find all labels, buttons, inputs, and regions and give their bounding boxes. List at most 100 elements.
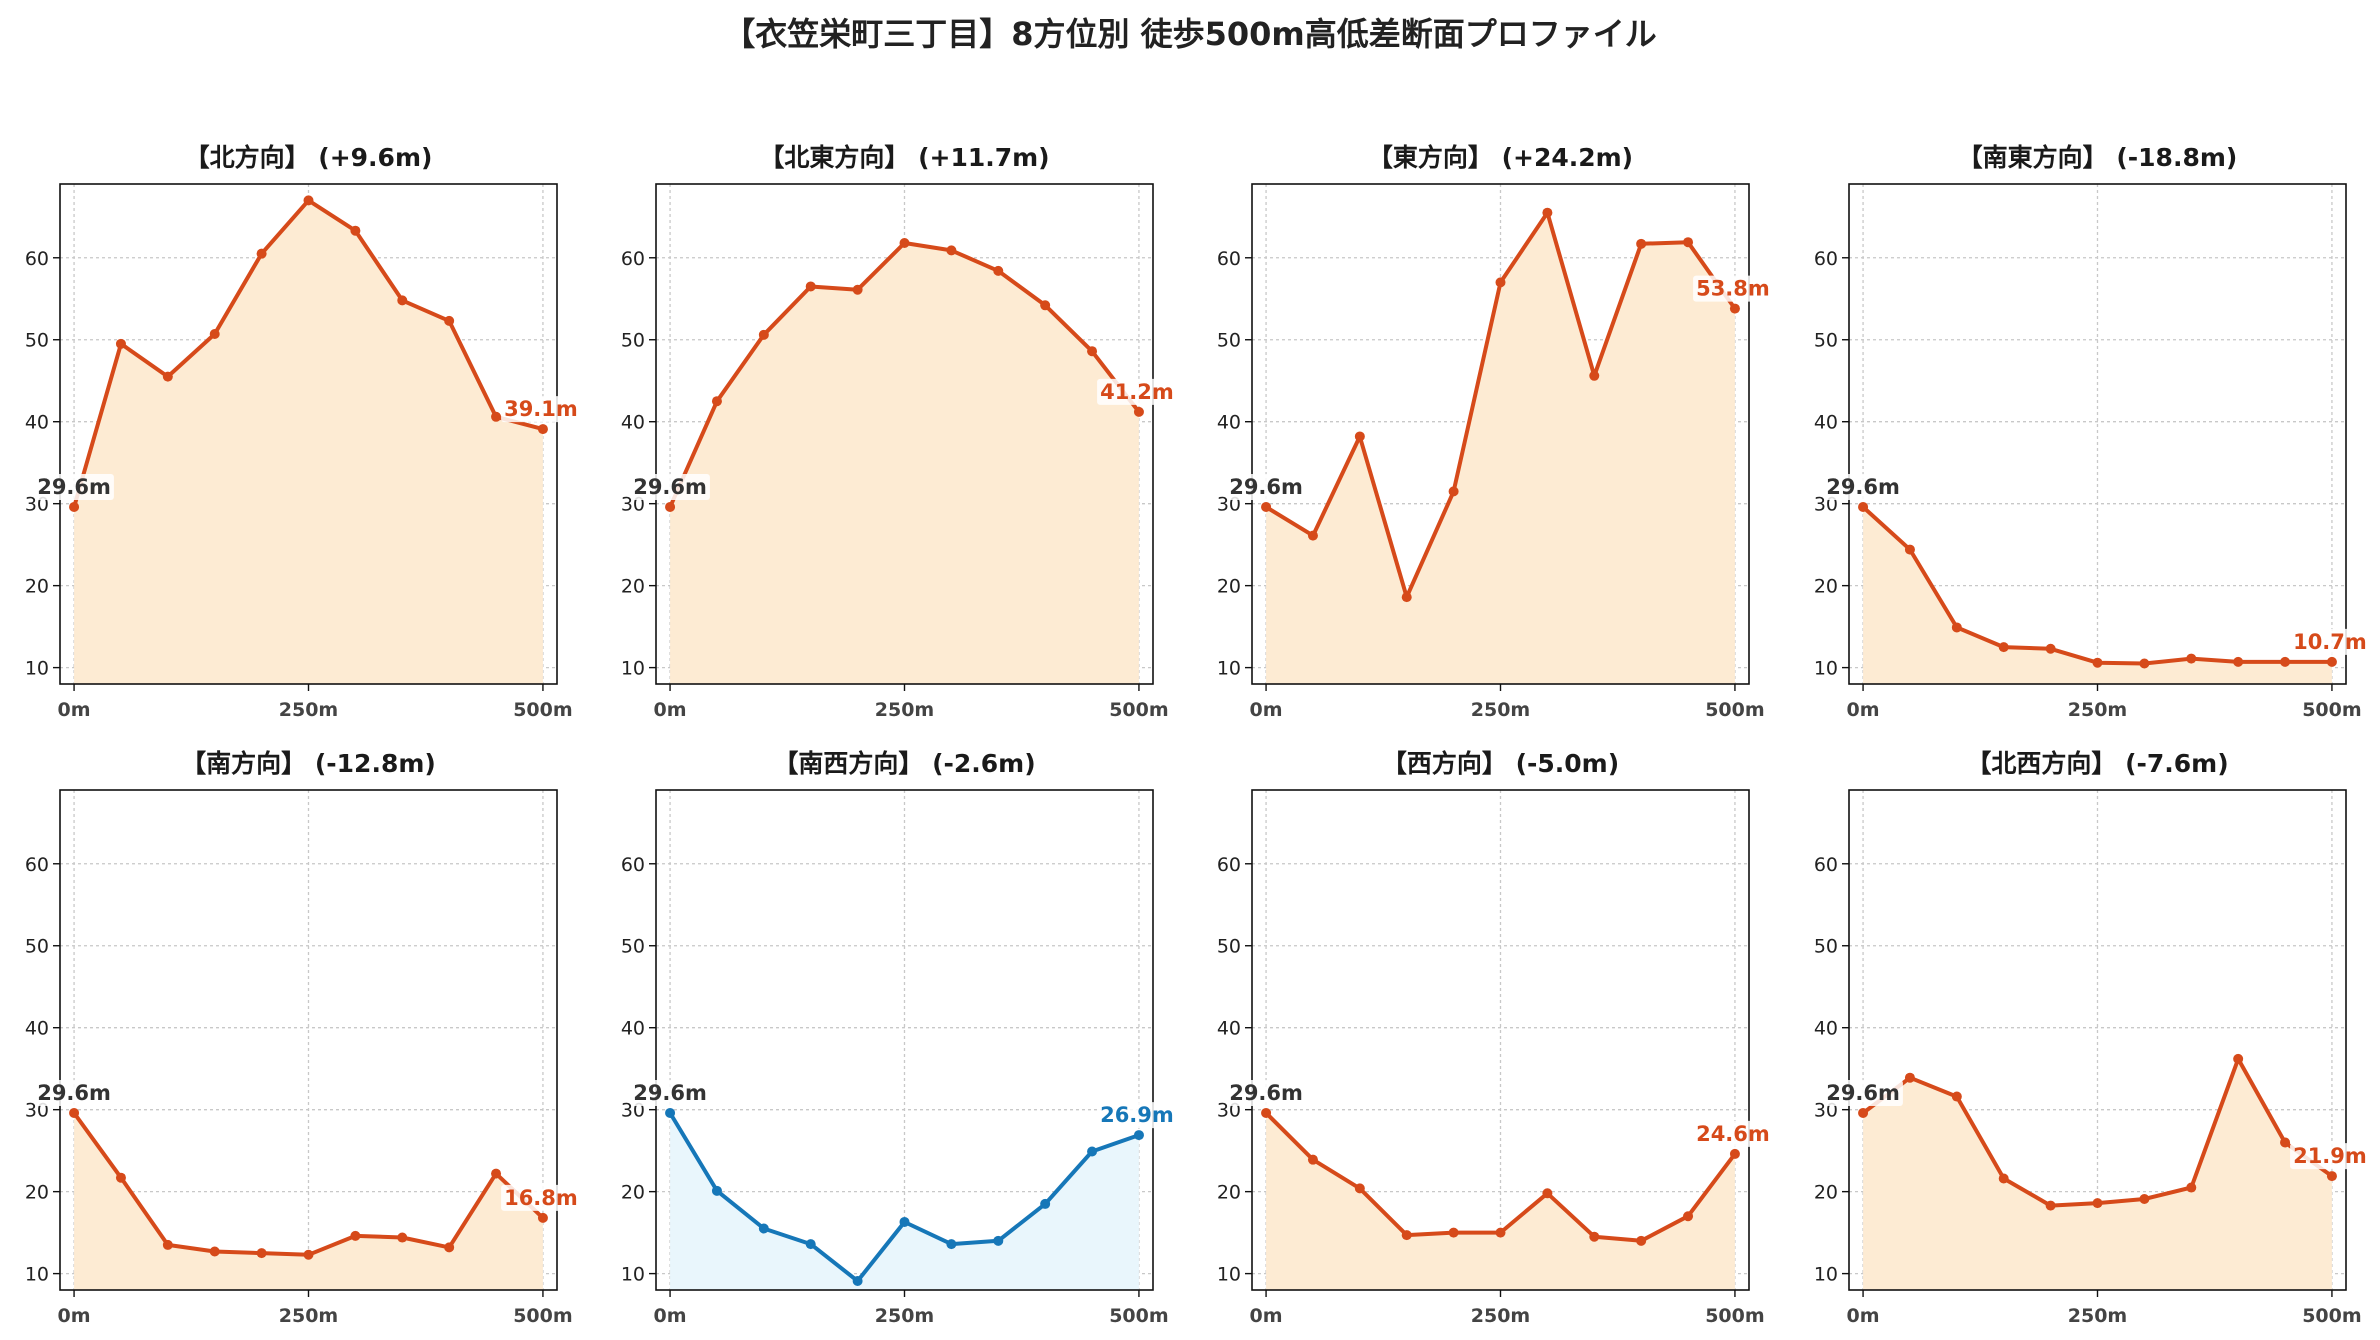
data-point <box>1261 1107 1272 1118</box>
data-point <box>1542 1188 1553 1199</box>
data-point <box>899 238 910 249</box>
start-elevation-label: 29.6m <box>1823 473 1903 500</box>
data-point <box>1998 642 2009 653</box>
y-tick-label: 20 <box>25 1182 49 1204</box>
end-elevation-label-text: 26.9m <box>1100 1103 1174 1127</box>
data-point <box>1998 1173 2009 1184</box>
data-point <box>1495 277 1506 288</box>
data-point <box>1448 486 1459 497</box>
end-elevation-label-box <box>1097 1102 1177 1129</box>
data-point <box>397 295 408 306</box>
y-tick-label: 50 <box>621 936 645 958</box>
x-tick-label: 250m <box>2068 1305 2127 1327</box>
y-tick-label: 10 <box>621 1264 645 1286</box>
elevation-area <box>1863 1058 2332 1290</box>
x-tick-label: 250m <box>279 699 338 721</box>
start-elevation-label: 29.6m <box>630 1079 710 1106</box>
data-point <box>993 1235 1004 1246</box>
start-elevation-label: 29.6m <box>630 473 710 500</box>
x-tick-label: 500m <box>1109 1305 1168 1327</box>
end-elevation-label-text: 24.6m <box>1696 1122 1770 1146</box>
x-tick-label: 500m <box>1705 699 1764 721</box>
end-elevation-label: 26.9m <box>1097 1102 1177 1129</box>
data-point <box>115 338 126 349</box>
x-tick-label: 500m <box>513 1305 572 1327</box>
data-point <box>946 245 957 256</box>
end-elevation-label-text: 16.8m <box>504 1186 578 1210</box>
data-point <box>537 424 548 435</box>
data-point <box>1307 1154 1318 1165</box>
y-tick-label: 60 <box>25 854 49 876</box>
y-tick-label: 20 <box>1217 1182 1241 1204</box>
data-point <box>711 1185 722 1196</box>
end-elevation-label-box <box>501 396 581 423</box>
y-tick-label: 40 <box>1814 412 1838 434</box>
y-tick-label: 20 <box>1814 576 1838 598</box>
start-elevation-label-box <box>34 1079 114 1106</box>
data-point <box>1040 1198 1051 1209</box>
y-tick-label: 50 <box>1217 936 1241 958</box>
start-elevation-label-box <box>630 1079 710 1106</box>
data-point <box>1087 1146 1098 1157</box>
panel-title: 【南方向】 (-12.8m) <box>181 749 436 778</box>
data-point <box>2139 1194 2150 1205</box>
elevation-area <box>670 243 1139 684</box>
y-tick-label: 60 <box>1814 248 1838 270</box>
y-tick-label: 60 <box>1814 854 1838 876</box>
data-point <box>2186 1182 2197 1193</box>
data-point <box>69 501 80 512</box>
x-tick-label: 500m <box>1109 699 1168 721</box>
end-elevation-label-box <box>1693 275 1773 302</box>
y-tick-label: 10 <box>1814 658 1838 680</box>
data-point <box>256 248 267 259</box>
data-point <box>491 1168 502 1179</box>
data-point <box>537 1212 548 1223</box>
data-point <box>711 396 722 407</box>
x-tick-label: 250m <box>875 699 934 721</box>
data-point <box>993 265 1004 276</box>
data-point <box>665 501 676 512</box>
start-elevation-label-text: 29.6m <box>1826 1081 1900 1105</box>
elevation-area <box>74 200 543 684</box>
x-tick-label: 0m <box>58 1305 91 1327</box>
x-tick-label: 0m <box>1250 1305 1283 1327</box>
x-tick-label: 250m <box>279 1305 338 1327</box>
data-point <box>256 1248 267 1259</box>
data-point <box>758 1223 769 1234</box>
start-elevation-label-box <box>34 473 114 500</box>
data-point <box>2280 1137 2291 1148</box>
y-tick-label: 40 <box>621 1018 645 1040</box>
data-point <box>1354 1183 1365 1194</box>
data-point <box>2092 657 2103 668</box>
data-point <box>805 281 816 292</box>
data-point <box>852 284 863 295</box>
data-point <box>1729 303 1740 314</box>
panel-title: 【北西方向】 (-7.6m) <box>1966 749 2228 778</box>
start-elevation-label: 29.6m <box>1226 1079 1306 1106</box>
data-point <box>1133 406 1144 417</box>
data-point <box>946 1239 957 1250</box>
data-point <box>1904 1072 1915 1083</box>
data-point <box>2280 656 2291 667</box>
data-point <box>2092 1198 2103 1209</box>
data-point <box>852 1275 863 1286</box>
end-elevation-label: 39.1m <box>501 396 581 423</box>
y-tick-label: 60 <box>1217 854 1241 876</box>
end-elevation-label-box <box>2290 628 2370 655</box>
y-tick-label: 50 <box>25 936 49 958</box>
data-point <box>2233 1053 2244 1064</box>
start-elevation-label-box <box>1226 473 1306 500</box>
end-elevation-label-box <box>1693 1120 1773 1147</box>
data-point <box>303 195 314 206</box>
end-elevation-label-text: 21.9m <box>2293 1144 2367 1168</box>
end-elevation-label: 24.6m <box>1693 1120 1773 1147</box>
start-elevation-label: 29.6m <box>1226 473 1306 500</box>
data-point <box>162 371 173 382</box>
data-point <box>2045 1200 2056 1211</box>
data-point <box>2045 643 2056 654</box>
data-point <box>758 329 769 340</box>
